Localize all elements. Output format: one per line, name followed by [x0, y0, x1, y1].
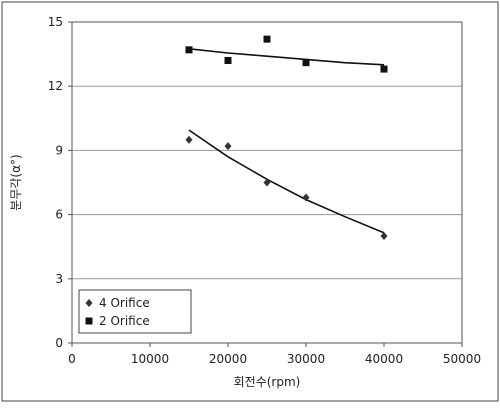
data-point-two-orifice [224, 57, 232, 65]
x-axis-title: 회전수(rpm) [234, 375, 301, 389]
legend-label: 4 Orifice [99, 296, 150, 310]
data-point-two-orifice [185, 46, 193, 54]
x-tick-label: 50000 [443, 352, 481, 366]
y-tick-label: 6 [55, 208, 63, 222]
legend-label: 2 Orifice [99, 314, 150, 328]
legend-marker-four-orifice [85, 299, 93, 307]
y-tick-label: 12 [48, 79, 63, 93]
legend-marker-two-orifice [85, 317, 93, 325]
data-point-four-orifice [302, 193, 310, 202]
x-tick-label: 0 [68, 352, 76, 366]
data-point-four-orifice [185, 135, 193, 144]
data-point-two-orifice [302, 59, 310, 67]
y-axis-title: 분무각(α°) [9, 154, 23, 210]
data-point-four-orifice [263, 178, 271, 187]
trendline-four-orifice [188, 129, 385, 234]
data-point-two-orifice [263, 35, 271, 43]
legend-box [78, 289, 192, 334]
x-tick-label: 30000 [287, 352, 325, 366]
data-point-four-orifice [380, 232, 388, 240]
trendline-two-orifice [188, 48, 385, 66]
x-tick-label: 20000 [209, 352, 247, 366]
outer-border [1, 1, 499, 402]
x-tick-label: 40000 [365, 352, 403, 366]
y-tick-label: 0 [55, 336, 63, 350]
y-tick-label: 15 [48, 15, 63, 29]
y-tick-label: 3 [55, 272, 63, 286]
x-tick-label: 10000 [131, 352, 169, 366]
plot-area-border [71, 21, 463, 344]
data-point-four-orifice [224, 142, 232, 151]
y-tick-label: 9 [55, 143, 63, 157]
data-point-two-orifice [380, 65, 388, 73]
